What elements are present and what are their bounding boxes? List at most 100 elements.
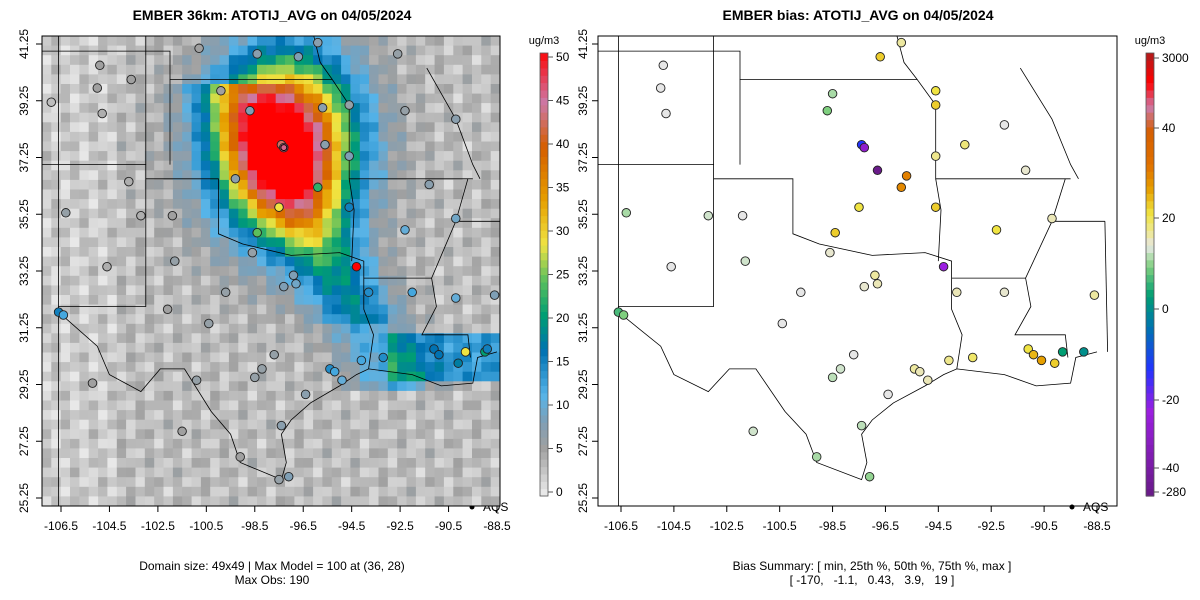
grid-cell	[397, 314, 407, 325]
grid-cell	[247, 400, 258, 411]
grid-cell	[88, 122, 99, 133]
grid-cell	[107, 179, 118, 190]
grid-cell	[200, 151, 211, 162]
grid-cell	[200, 275, 211, 286]
grid-cell	[481, 352, 492, 363]
site-marker	[621, 208, 632, 218]
grid-cell	[266, 36, 277, 47]
grid-cell	[462, 131, 473, 142]
grid-cell	[228, 467, 239, 478]
grid-cell	[247, 486, 258, 497]
grid-cell	[387, 141, 398, 152]
grid-cell	[154, 486, 164, 497]
grid-cell	[294, 314, 305, 325]
grid-cell	[285, 285, 295, 296]
colorbar-swatch	[1146, 237, 1154, 246]
grid-cell	[369, 266, 379, 277]
grid-cell	[191, 381, 202, 392]
grid-cell	[472, 429, 482, 440]
grid-cell	[191, 438, 202, 449]
grid-cell	[126, 199, 136, 210]
grid-cell	[443, 314, 454, 325]
grid-cell	[70, 304, 80, 315]
grid-cell	[210, 179, 220, 190]
grid-cell	[88, 486, 99, 497]
grid-cell	[397, 189, 407, 200]
grid-cell	[434, 74, 445, 85]
grid-cell	[341, 55, 351, 66]
grid-cell	[219, 227, 230, 238]
grid-cell	[144, 160, 155, 171]
grid-cell	[462, 227, 473, 238]
grid-cell	[434, 438, 445, 449]
grid-cell	[210, 266, 220, 277]
grid-cell	[453, 477, 464, 488]
grid-cell	[425, 112, 435, 123]
grid-cell	[154, 266, 164, 277]
colorbar-swatch	[1146, 53, 1154, 61]
grid-cell	[200, 390, 211, 401]
grid-cell	[397, 36, 407, 47]
grid-cell	[228, 36, 239, 47]
grid-cell	[275, 467, 286, 478]
grid-cell	[425, 496, 435, 507]
grid-cell	[247, 295, 258, 306]
grid-cell	[425, 352, 435, 363]
grid-cell	[453, 304, 464, 315]
grid-cell	[397, 208, 407, 219]
grid-cell	[341, 342, 351, 353]
grid-cell	[126, 362, 136, 373]
grid-cell	[415, 275, 426, 286]
grid-cell	[481, 160, 492, 171]
grid-cell	[107, 55, 118, 66]
grid-cell	[387, 371, 398, 382]
grid-cell	[154, 314, 164, 325]
colorbar-swatch	[540, 311, 548, 320]
grid-cell	[98, 247, 108, 258]
grid-cell	[378, 381, 389, 392]
grid-cell	[172, 342, 183, 353]
grid-cell	[443, 131, 454, 142]
grid-cell	[116, 160, 127, 171]
grid-cell	[154, 151, 164, 162]
y-tick-label: 35.25	[576, 199, 590, 229]
bias-map	[598, 36, 1108, 506]
grid-cell	[415, 208, 426, 219]
grid-cell	[266, 295, 277, 306]
grid-cell	[42, 160, 52, 171]
grid-cell	[135, 410, 146, 421]
grid-cell	[219, 160, 230, 171]
grid-cell	[182, 467, 192, 478]
colorbar-swatch	[1146, 141, 1154, 150]
grid-cell	[359, 400, 370, 411]
colorbar-swatch	[1146, 385, 1154, 394]
state-border	[363, 277, 471, 358]
grid-cell	[257, 55, 267, 66]
colorbar-swatch	[540, 126, 548, 135]
grid-cell	[443, 486, 454, 497]
grid-cell	[228, 45, 239, 56]
grid-cell	[359, 131, 370, 142]
grid-cell	[434, 227, 445, 238]
grid-cell	[490, 342, 501, 353]
grid-cell	[219, 486, 230, 497]
grid-cell	[350, 458, 361, 469]
grid-cell	[350, 438, 361, 449]
grid-cell	[303, 266, 314, 277]
grid-cell	[406, 352, 417, 363]
grid-cell	[397, 304, 407, 315]
grid-cell	[481, 323, 492, 334]
grid-cell	[257, 64, 267, 75]
grid-cell	[210, 419, 220, 430]
grid-cell	[322, 323, 333, 334]
grid-cell	[154, 237, 164, 248]
grid-cell	[387, 160, 398, 171]
grid-cell	[163, 275, 174, 286]
grid-cell	[172, 131, 183, 142]
grid-cell	[210, 304, 220, 315]
grid-cell	[60, 429, 71, 440]
grid-cell	[257, 458, 267, 469]
colorbar-swatch	[1146, 355, 1154, 364]
site-marker	[875, 52, 885, 62]
grid-cell	[350, 218, 361, 229]
